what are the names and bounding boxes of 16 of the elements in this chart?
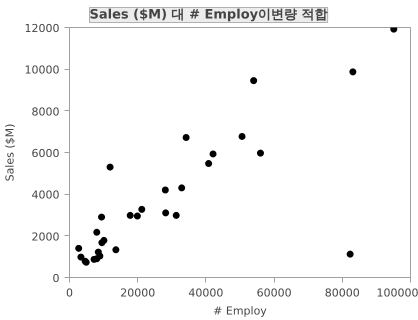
x-tick-label: 0 [66, 286, 73, 300]
y-tick-label: 4000 [32, 188, 60, 202]
x-axis-title: # Employ [213, 304, 268, 318]
x-tick-label: 100000 [376, 286, 418, 300]
x-tick-label: 40000 [188, 286, 224, 300]
chart-title: Sales ($M) 대 # Employ이변량 적합 [90, 8, 328, 22]
y-tick-label: 10000 [24, 64, 60, 77]
y-axis-title: Sales ($M) [4, 124, 17, 182]
y-tick-label: 2000 [32, 230, 60, 244]
y-tick-label: 0 [52, 272, 60, 285]
x-tick-label: 80000 [324, 286, 360, 300]
y-tick-label: 6000 [32, 147, 60, 160]
x-tick-label: 60000 [256, 286, 292, 300]
y-tick-label: 8000 [32, 105, 60, 118]
y-tick-label: 12000 [24, 22, 60, 35]
x-tick-label: 20000 [120, 286, 156, 300]
